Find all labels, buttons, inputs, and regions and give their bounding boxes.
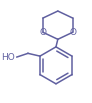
Text: O: O	[39, 28, 46, 37]
Text: O: O	[69, 28, 76, 37]
Text: HO: HO	[1, 53, 15, 62]
